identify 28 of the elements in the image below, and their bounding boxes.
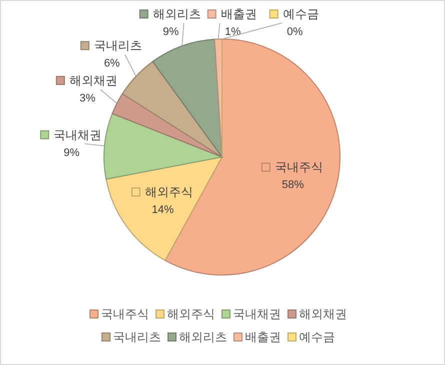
category-label: 배출권: [245, 330, 281, 344]
pie-slice: [152, 38, 222, 158]
data-label: 1%: [224, 26, 241, 38]
legend-label: 해외리츠: [152, 7, 201, 21]
legend-label: 국내주식: [274, 160, 323, 174]
data-label: 6%: [104, 58, 120, 70]
pie-slice: [104, 113, 222, 180]
legend-label: 국내리츠: [94, 38, 142, 53]
category-label: 예수금: [282, 7, 319, 21]
legend-label: 배출권: [220, 7, 257, 21]
pie-slice: [122, 61, 222, 158]
data-label: 9%: [162, 26, 179, 38]
category-label: 국내주식: [101, 307, 149, 321]
text: 0%: [286, 26, 303, 38]
legend-label: 예수금: [299, 330, 335, 344]
category-label: 해외주식: [167, 307, 215, 321]
data-label: 3%: [79, 92, 96, 104]
category-label: 국내리츠: [113, 330, 161, 344]
data-label: 14%: [152, 204, 174, 216]
data-label: 58%: [282, 179, 304, 192]
category-label: 해외채권: [299, 307, 347, 321]
pie-slice: [112, 93, 222, 158]
legend-label: 국내채권: [54, 128, 102, 142]
legend-label: 해외주식: [144, 185, 193, 199]
data-label: 9%: [64, 146, 80, 159]
legend-label: 해외채권: [69, 73, 118, 88]
category-label: 국내채권: [233, 307, 281, 321]
category-label: 해외리츠: [179, 330, 227, 344]
